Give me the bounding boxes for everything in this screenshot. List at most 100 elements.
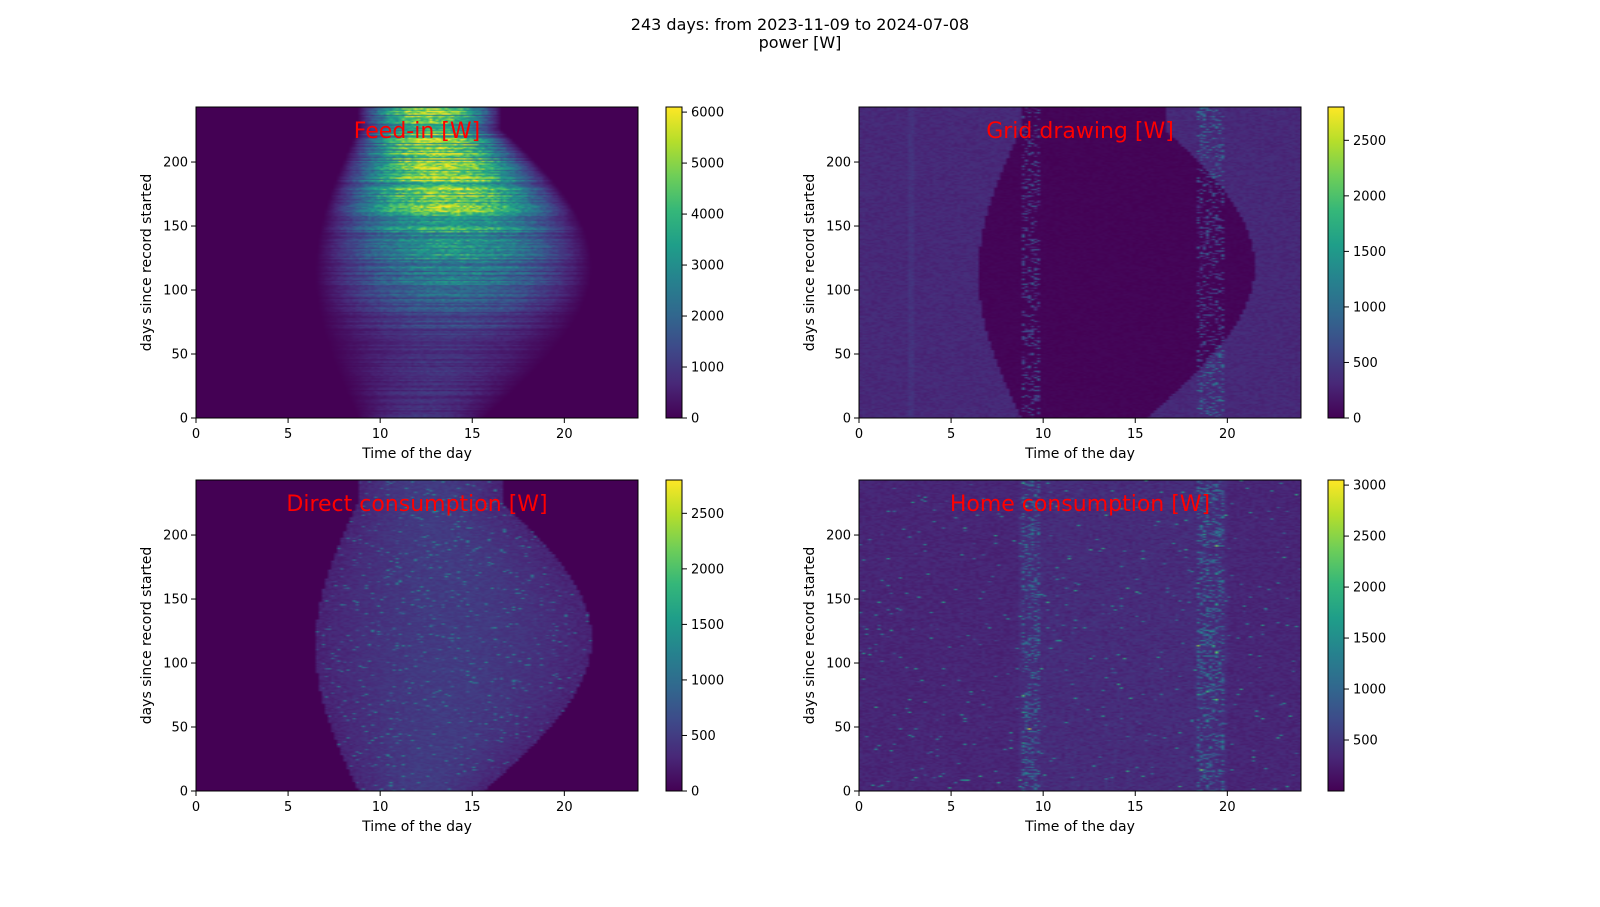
colorbar-tick-label: 3000 <box>691 259 724 274</box>
x-tick-label: 0 <box>192 800 200 815</box>
colorbar-tick-label: 500 <box>691 729 716 744</box>
y-tick-label: 0 <box>180 412 188 427</box>
y-axis-label: days since record started <box>802 547 818 725</box>
colorbar-frame <box>665 479 683 792</box>
x-axis-label: Time of the day <box>1024 446 1135 462</box>
y-tick-label: 200 <box>163 529 188 544</box>
y-tick-label: 50 <box>834 348 851 363</box>
x-tick-label: 20 <box>556 427 573 442</box>
x-tick-label: 10 <box>372 800 389 815</box>
figure-subtitle: power [W] <box>758 33 842 52</box>
y-tick-label: 0 <box>180 785 188 800</box>
x-tick-label: 10 <box>1035 427 1052 442</box>
y-tick-label: 100 <box>163 284 188 299</box>
x-tick-label: 5 <box>947 427 955 442</box>
y-axis-label: days since record started <box>139 547 155 725</box>
colorbar-tick-label: 2500 <box>1353 530 1386 545</box>
colorbar-tick-label: 6000 <box>691 106 724 121</box>
colorbar-tick-label: 1500 <box>691 618 724 633</box>
x-tick-label: 15 <box>464 427 481 442</box>
colorbar-tick-label: 2500 <box>691 507 724 522</box>
y-tick-label: 200 <box>826 156 851 171</box>
x-tick-label: 0 <box>855 427 863 442</box>
x-axis-label: Time of the day <box>361 819 472 835</box>
colorbar-tick-label: 2000 <box>691 310 724 325</box>
colorbar <box>666 480 682 791</box>
y-tick-label: 100 <box>826 284 851 299</box>
figure-title: 243 days: from 2023-11-09 to 2024-07-08 <box>630 15 970 34</box>
x-axis-label: Time of the day <box>361 446 472 462</box>
heatmap-image <box>196 107 638 418</box>
colorbar-tick-label: 500 <box>1353 356 1378 371</box>
y-tick-label: 0 <box>843 785 851 800</box>
colorbar-frame <box>1327 106 1345 419</box>
x-tick-label: 20 <box>1219 800 1236 815</box>
panel-title: Grid drawing [W] <box>986 119 1174 144</box>
panel-title: Feed-in [W] <box>354 119 480 144</box>
axes-frame <box>858 106 1302 419</box>
colorbar-tick-label: 1000 <box>691 361 724 376</box>
colorbar-tick-label: 2500 <box>1353 134 1386 149</box>
y-tick-label: 50 <box>834 721 851 736</box>
x-tick-label: 0 <box>855 800 863 815</box>
colorbar-tick-label: 1000 <box>691 673 724 688</box>
y-axis-label: days since record started <box>802 174 818 352</box>
colorbar-tick-label: 2000 <box>1353 189 1386 204</box>
colorbar-frame <box>665 106 683 419</box>
y-tick-label: 50 <box>171 721 188 736</box>
colorbar-tick-label: 3000 <box>1353 479 1386 494</box>
heatmap-image <box>859 107 1301 418</box>
colorbar-tick-label: 4000 <box>691 208 724 223</box>
heatmap-image <box>196 480 638 791</box>
x-tick-label: 10 <box>372 427 389 442</box>
panel-title: Direct consumption [W] <box>286 492 547 517</box>
y-tick-label: 150 <box>826 593 851 608</box>
x-tick-label: 15 <box>464 800 481 815</box>
y-tick-label: 100 <box>826 657 851 672</box>
x-tick-label: 20 <box>556 800 573 815</box>
colorbar-tick-label: 5000 <box>691 157 724 172</box>
colorbar-tick-label: 0 <box>1353 412 1361 427</box>
colorbar-tick-label: 500 <box>1353 734 1378 749</box>
y-tick-label: 200 <box>826 529 851 544</box>
colorbar <box>1328 480 1344 791</box>
colorbar-tick-label: 1500 <box>1353 245 1386 260</box>
y-tick-label: 150 <box>826 220 851 235</box>
colorbar-tick-label: 1500 <box>1353 632 1386 647</box>
x-tick-label: 5 <box>947 800 955 815</box>
x-tick-label: 5 <box>284 427 292 442</box>
x-tick-label: 15 <box>1127 427 1144 442</box>
colorbar-tick-label: 0 <box>691 412 699 427</box>
y-tick-label: 0 <box>843 412 851 427</box>
colorbar-tick-label: 2000 <box>1353 581 1386 596</box>
y-tick-label: 150 <box>163 220 188 235</box>
axes-frame <box>195 479 639 792</box>
y-axis-label: days since record started <box>139 174 155 352</box>
y-tick-label: 50 <box>171 348 188 363</box>
colorbar-frame <box>1327 479 1345 792</box>
x-tick-label: 15 <box>1127 800 1144 815</box>
x-tick-label: 0 <box>192 427 200 442</box>
heatmap-image <box>859 480 1301 791</box>
axes-frame <box>858 479 1302 792</box>
x-tick-label: 20 <box>1219 427 1236 442</box>
colorbar-tick-label: 2000 <box>691 562 724 577</box>
x-axis-label: Time of the day <box>1024 819 1135 835</box>
y-tick-label: 150 <box>163 593 188 608</box>
colorbar <box>1328 107 1344 418</box>
colorbar-tick-label: 1000 <box>1353 300 1386 315</box>
colorbar-tick-label: 1000 <box>1353 683 1386 698</box>
colorbar <box>666 107 682 418</box>
panel-title: Home consumption [W] <box>950 492 1210 517</box>
y-tick-label: 100 <box>163 657 188 672</box>
x-tick-label: 10 <box>1035 800 1052 815</box>
x-tick-label: 5 <box>284 800 292 815</box>
axes-frame <box>195 106 639 419</box>
colorbar-tick-label: 0 <box>691 785 699 800</box>
y-tick-label: 200 <box>163 156 188 171</box>
